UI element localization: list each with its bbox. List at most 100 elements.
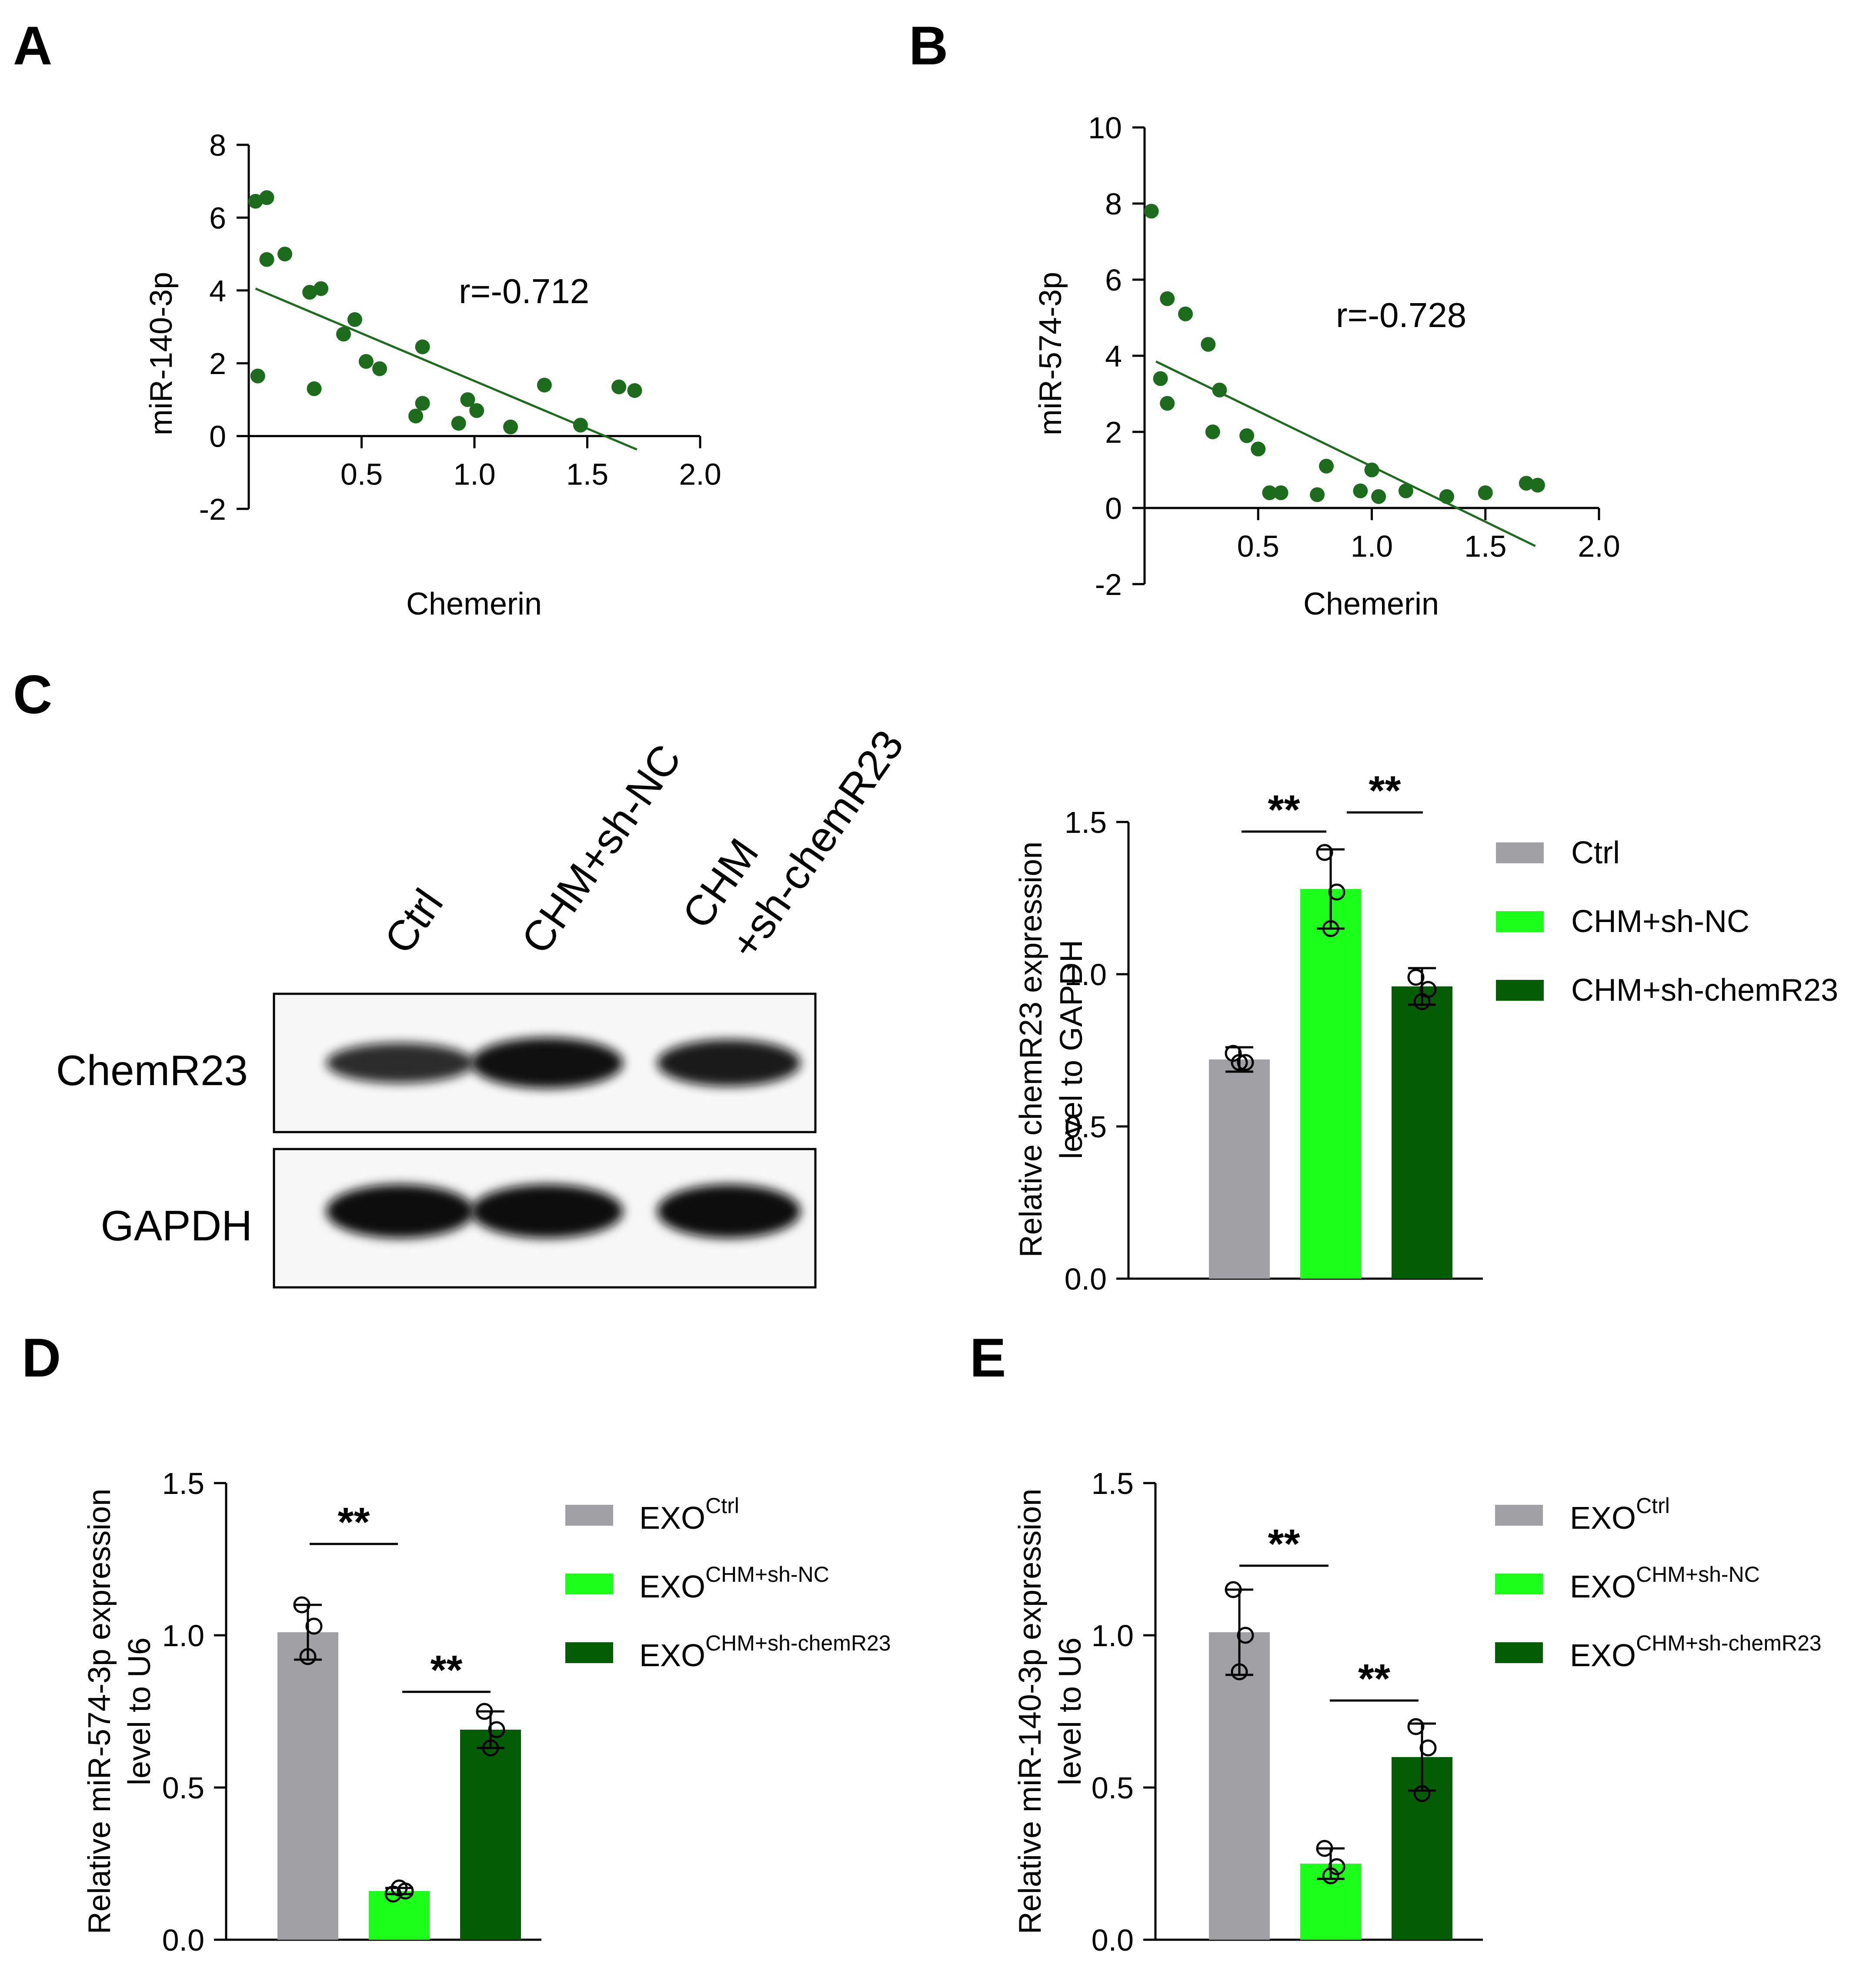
c-legend-label-ctrl: Ctrl [1571, 835, 1620, 870]
a-scatter-point [372, 361, 387, 376]
e-legend-swatch-sh-nc [1495, 1574, 1543, 1594]
d-legend-sup-ctrl: Ctrl [705, 1494, 739, 1518]
d-replicate-point [476, 1703, 493, 1720]
c-legend-swatch-sh-chemr23 [1496, 980, 1544, 1001]
d-legend-label-sh-nc: EXOCHM+sh-NC [639, 1562, 829, 1604]
b-y-tick-label: -2 [1095, 568, 1122, 601]
c-legend-swatch-ctrl [1496, 842, 1544, 863]
a-y-tick-label: 4 [209, 274, 226, 308]
blot-band [657, 1184, 801, 1238]
d-legend-swatch-sh-nc [565, 1574, 613, 1594]
a-scatter-point [503, 419, 518, 434]
e-replicate-point [1419, 1739, 1437, 1757]
d-legend-swatch-ctrl [565, 1505, 613, 1526]
d-legend-label-ctrl: EXOCtrl [639, 1494, 739, 1536]
panel-label-a: A [13, 16, 52, 76]
c-legend: Ctrl CHM+sh-NC CHM+sh-chemR23 [1496, 835, 1838, 1008]
e-y-tick-label: 1.0 [1092, 1619, 1134, 1653]
e-y-tick-label: 0.5 [1092, 1771, 1134, 1805]
e-bars [1209, 1581, 1452, 1940]
a-y-axis-label: miR-140-3p [144, 272, 179, 435]
d-y-tick-label: 0.5 [162, 1771, 204, 1805]
e-replicate-point [1225, 1581, 1242, 1598]
a-fit-line-group [255, 287, 638, 451]
e-legend-label-sh-nc: EXOCHM+sh-NC [1570, 1562, 1760, 1604]
a-x-tick-label: 2.0 [679, 458, 721, 491]
a-scatter-point [336, 327, 351, 342]
b-scatter-point [1353, 483, 1368, 498]
d-replicate-point [299, 1648, 317, 1665]
b-y-axis-label: miR-574-3p [1033, 272, 1068, 435]
c-replicate-point [1316, 844, 1333, 861]
d-legend-label-sh-chemr23: EXOCHM+sh-chemR23 [639, 1631, 891, 1673]
b-y-tick-label: 2 [1105, 415, 1122, 449]
e-replicate-point [1231, 1663, 1248, 1681]
c-significance-label: ** [1268, 787, 1300, 833]
e-legend: EXOCtrl EXOCHM+sh-NC EXOCHM+sh-chemR23 [1495, 1494, 1822, 1673]
d-y-tick-label: 1.5 [162, 1467, 204, 1500]
d-significance-label: ** [431, 1647, 463, 1693]
a-scatter-point [573, 418, 588, 433]
e-legend-sup-sh-nc: CHM+sh-NC [1636, 1562, 1760, 1587]
blot-band [471, 1037, 623, 1089]
e-replicate-point [1237, 1627, 1254, 1644]
a-scatter-point [537, 378, 552, 393]
d-y-tick-label: 0.0 [162, 1923, 204, 1957]
d-legend-base-ctrl: EXO [639, 1501, 705, 1536]
e-axes: 0.0 0.5 1.0 1.5 [1092, 1467, 1483, 1957]
a-scatter-point [408, 408, 424, 424]
e-legend-sup-sh-chemr23: CHM+sh-chemR23 [1636, 1631, 1822, 1655]
d-bar [277, 1632, 338, 1940]
a-scatter-point [627, 383, 642, 398]
b-x-tick-label: 1.0 [1351, 529, 1393, 563]
d-bar [460, 1730, 521, 1940]
a-y-tick-label: 2 [209, 347, 226, 381]
e-y-tick-label: 0.0 [1092, 1923, 1134, 1957]
panel-label-b: B [909, 16, 948, 76]
blot-band [326, 1184, 474, 1238]
c-replicate-point [1407, 969, 1425, 986]
a-scatter-point [307, 381, 322, 396]
c-legend-swatch-sh-nc [1496, 911, 1544, 932]
b-y-tick-label: 4 [1105, 339, 1122, 373]
a-x-axis-label: Chemerin [406, 587, 542, 621]
blot-lane-label-ctrl: Ctrl [375, 880, 452, 962]
b-x-tick-label: 2.0 [1578, 529, 1620, 563]
bar-chart-c: 0.0 0.5 1.0 1.5 ** ** Relative chemR23 expre… [1014, 768, 1838, 1296]
a-correlation-annotation: r=-0.712 [459, 272, 589, 311]
b-scatter-point [1519, 476, 1534, 491]
a-axes: -2 0 2 4 6 8 0.5 1.0 1.5 2.0 [199, 128, 721, 526]
d-legend-base-sh-nc: EXO [639, 1570, 705, 1604]
blot-band [326, 1042, 474, 1083]
b-scatter-point [1398, 483, 1413, 498]
c-y-tick-label: 1.5 [1065, 805, 1107, 839]
b-scatter-point [1212, 382, 1227, 398]
d-legend: EXOCtrl EXOCHM+sh-NC EXOCHM+sh-chemR23 [565, 1494, 891, 1673]
a-scatter-point [469, 403, 484, 418]
b-scatter-point [1239, 428, 1255, 443]
e-significance-label: ** [1268, 1521, 1300, 1567]
b-scatter-point [1153, 371, 1168, 386]
c-bar [1392, 986, 1452, 1279]
b-scatter-point [1178, 306, 1193, 321]
c-significance-label: ** [1369, 768, 1401, 814]
e-legend-base-sh-nc: EXO [1570, 1570, 1636, 1604]
d-legend-sup-sh-nc: CHM+sh-NC [705, 1562, 829, 1587]
a-scatter-point [250, 368, 265, 384]
e-legend-label-ctrl: EXOCtrl [1570, 1494, 1670, 1536]
e-legend-label-sh-chemr23: EXOCHM+sh-chemR23 [1570, 1631, 1822, 1673]
a-scatter-point [277, 247, 293, 262]
c-replicate-point [1237, 1054, 1254, 1071]
e-replicate-point [1413, 1785, 1431, 1802]
d-replicate-point [293, 1596, 310, 1614]
d-y-axis-label-line-1: Relative miR-574-3p expression [82, 1489, 117, 1934]
d-replicate-point [482, 1739, 499, 1757]
b-scatter-point [1201, 337, 1216, 352]
b-scatter-point [1364, 462, 1379, 478]
e-replicate-point [1322, 1867, 1339, 1884]
b-scatter-point [1205, 424, 1220, 439]
panel-label-d: D [22, 1328, 61, 1388]
b-scatter-point [1319, 458, 1334, 474]
